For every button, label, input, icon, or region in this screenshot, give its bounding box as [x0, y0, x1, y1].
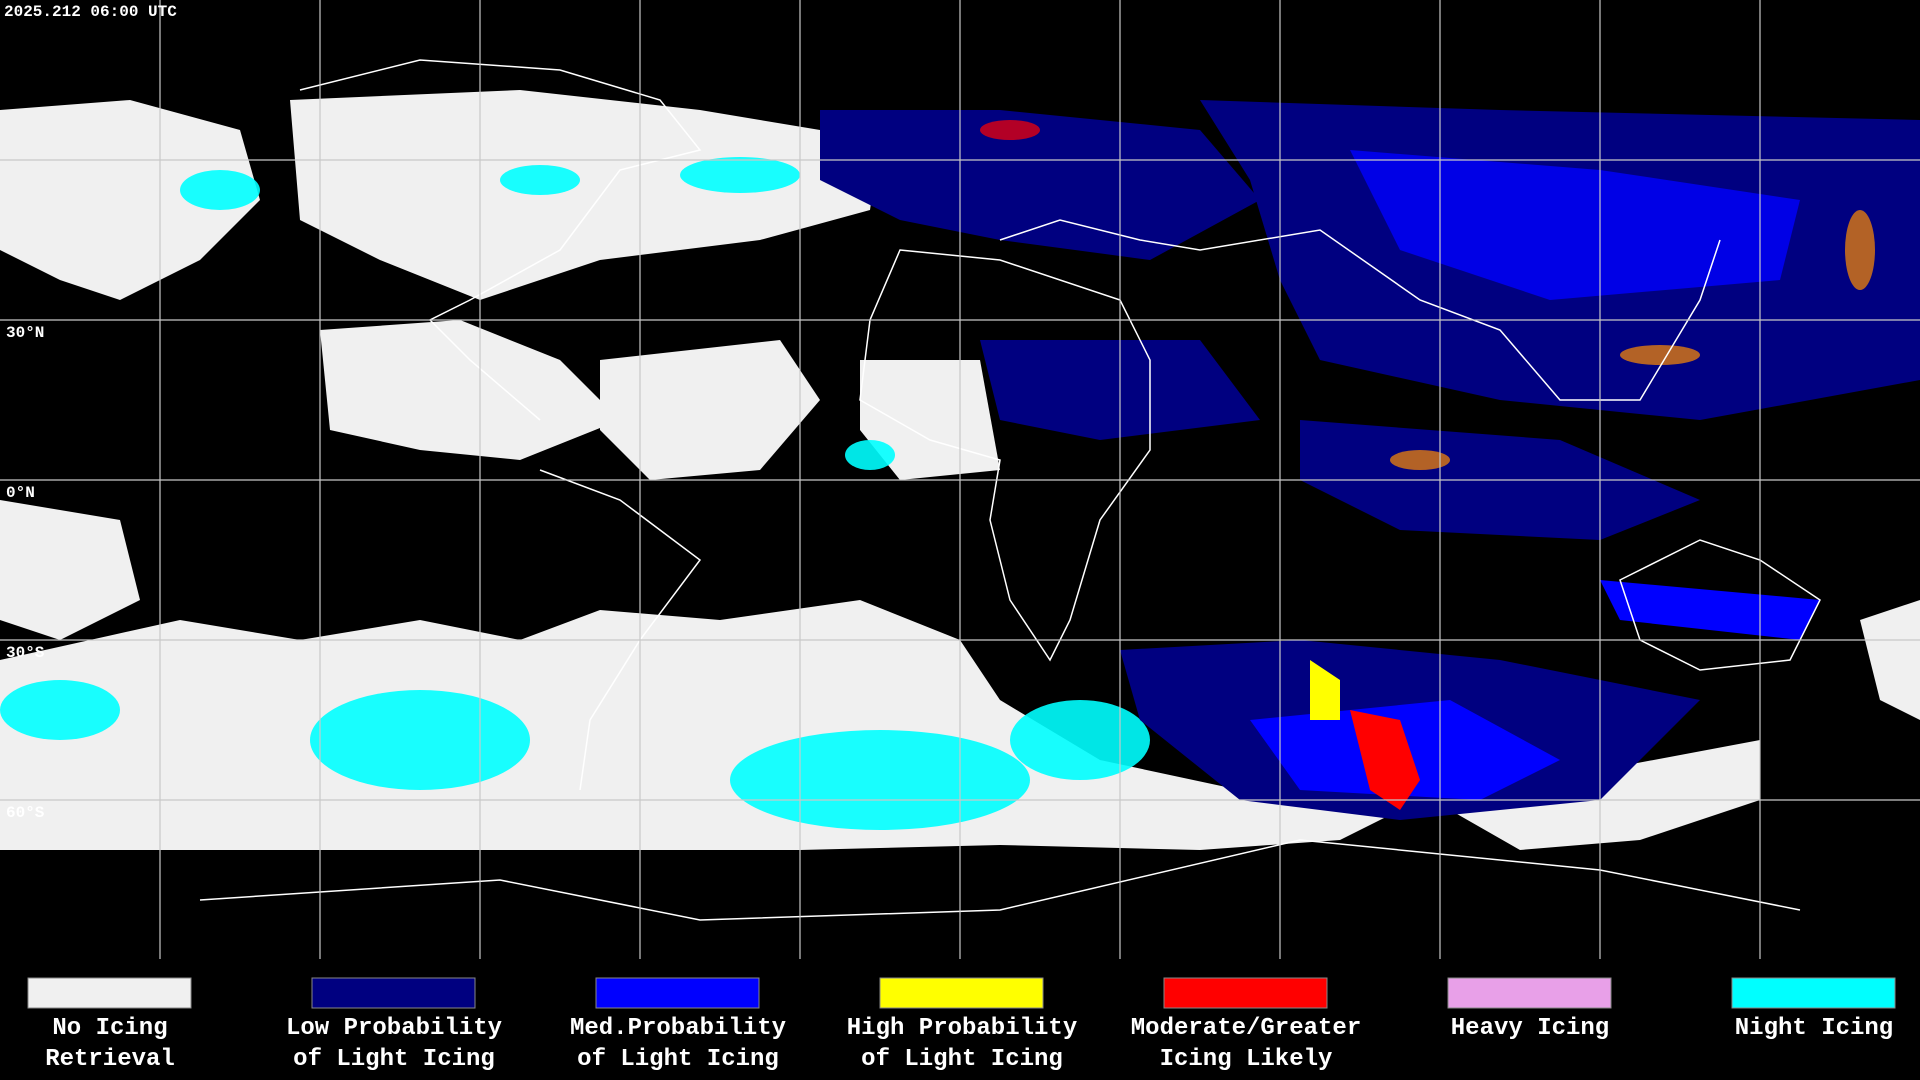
night-icing	[180, 170, 260, 210]
coastline	[299, 59, 702, 421]
legend-label: of Light Icing	[293, 1046, 495, 1073]
legend-label: of Light Icing	[577, 1046, 779, 1073]
high-probability-area	[1310, 660, 1340, 720]
night-icing	[1010, 700, 1150, 780]
moderate-area	[980, 120, 1040, 140]
legend-label: Low Probability	[286, 1015, 502, 1042]
cloud-area	[1860, 600, 1920, 720]
legend-swatch	[311, 977, 476, 1009]
moderate-area	[1350, 710, 1420, 810]
latitude-label: 30°S	[6, 644, 45, 662]
coastline	[539, 469, 702, 791]
cloud-area	[0, 600, 1400, 850]
timestamp: 2025.212 06:00 UTC	[4, 3, 177, 21]
icing-areas	[820, 100, 1920, 820]
night-icing	[0, 680, 120, 740]
legend-label: Retrieval	[45, 1046, 175, 1073]
night-icing	[500, 165, 580, 195]
night-icing	[680, 157, 800, 193]
latitude-label: 30°N	[6, 324, 44, 342]
cloud-area	[600, 340, 820, 480]
high-icing-areas	[980, 120, 1875, 810]
mixed-area	[1390, 450, 1450, 470]
latitude-label: 60°S	[6, 804, 45, 822]
legend-swatch	[1447, 977, 1612, 1009]
legend-label: Heavy Icing	[1451, 1015, 1609, 1042]
legend-label: No Icing	[52, 1015, 167, 1042]
low-probability-area	[820, 110, 1260, 260]
cloud-area	[0, 500, 140, 640]
night-icing-areas	[0, 157, 1150, 830]
legend-label: Night Icing	[1735, 1015, 1893, 1042]
legend-swatch	[27, 977, 192, 1009]
legend-label: High Probability	[847, 1015, 1077, 1042]
legend-swatch	[1163, 977, 1328, 1009]
legend-label: of Light Icing	[861, 1046, 1063, 1073]
legend-swatch	[595, 977, 760, 1009]
night-icing	[845, 440, 895, 470]
graticule	[0, 0, 1920, 959]
mixed-area	[1620, 345, 1700, 365]
legend-label: Icing Likely	[1160, 1046, 1333, 1073]
legend-swatch	[1731, 977, 1896, 1009]
latitude-label: 0°N	[6, 484, 35, 502]
mixed-area	[1845, 210, 1875, 290]
cloud-area	[0, 100, 260, 300]
coastline	[999, 219, 1721, 401]
coastline	[1619, 539, 1821, 671]
cloud-area	[290, 90, 880, 300]
night-icing	[730, 730, 1030, 830]
legend-label: Moderate/Greater	[1131, 1015, 1361, 1042]
latitude-labels: 30°N 0°N 30°S 60°S	[6, 324, 45, 822]
legend-label: Med.Probability	[570, 1015, 786, 1042]
legend: No Icing Retrieval Low Probability of Light…	[27, 977, 1896, 1073]
no-icing-areas	[0, 90, 1920, 850]
map	[0, 0, 1920, 959]
night-icing	[310, 690, 530, 790]
med-probability-area	[1600, 580, 1820, 640]
legend-swatch	[879, 977, 1044, 1009]
cloud-area	[320, 320, 620, 460]
med-probability-area	[1350, 150, 1800, 300]
